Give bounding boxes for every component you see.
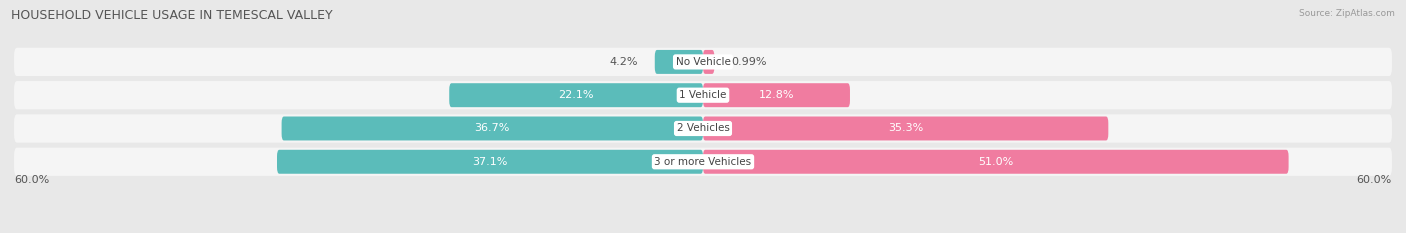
FancyBboxPatch shape (14, 81, 1392, 109)
Text: 4.2%: 4.2% (609, 57, 637, 67)
Text: No Vehicle: No Vehicle (675, 57, 731, 67)
Text: 1 Vehicle: 1 Vehicle (679, 90, 727, 100)
FancyBboxPatch shape (703, 150, 1289, 174)
Text: 22.1%: 22.1% (558, 90, 593, 100)
FancyBboxPatch shape (703, 83, 851, 107)
Text: 60.0%: 60.0% (14, 175, 49, 185)
Text: 51.0%: 51.0% (979, 157, 1014, 167)
Text: 36.7%: 36.7% (475, 123, 510, 134)
Text: 0.99%: 0.99% (731, 57, 768, 67)
Text: 37.1%: 37.1% (472, 157, 508, 167)
FancyBboxPatch shape (281, 116, 703, 140)
FancyBboxPatch shape (14, 148, 1392, 176)
FancyBboxPatch shape (703, 50, 714, 74)
FancyBboxPatch shape (14, 48, 1392, 76)
Text: 35.3%: 35.3% (889, 123, 924, 134)
FancyBboxPatch shape (450, 83, 703, 107)
Text: HOUSEHOLD VEHICLE USAGE IN TEMESCAL VALLEY: HOUSEHOLD VEHICLE USAGE IN TEMESCAL VALL… (11, 9, 333, 22)
Text: Source: ZipAtlas.com: Source: ZipAtlas.com (1299, 9, 1395, 18)
Text: 60.0%: 60.0% (1357, 175, 1392, 185)
Text: 2 Vehicles: 2 Vehicles (676, 123, 730, 134)
FancyBboxPatch shape (703, 116, 1108, 140)
Text: 3 or more Vehicles: 3 or more Vehicles (654, 157, 752, 167)
FancyBboxPatch shape (14, 114, 1392, 143)
FancyBboxPatch shape (277, 150, 703, 174)
FancyBboxPatch shape (655, 50, 703, 74)
Text: 12.8%: 12.8% (759, 90, 794, 100)
